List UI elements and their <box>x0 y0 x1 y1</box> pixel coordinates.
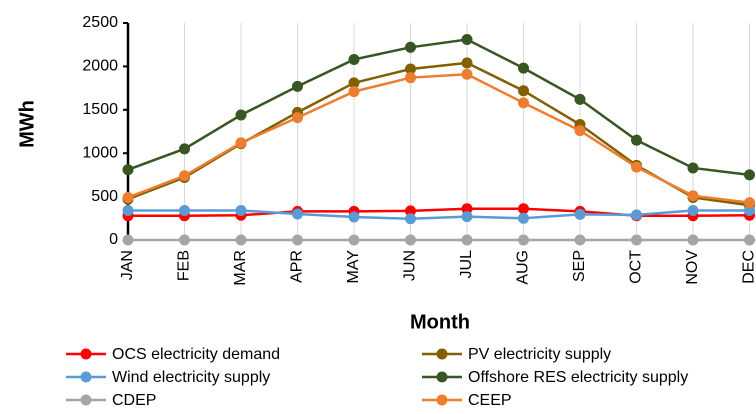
series-line <box>128 209 750 220</box>
y-tick-label: 0 <box>109 231 118 248</box>
series-marker <box>122 234 134 246</box>
series-marker <box>348 86 360 98</box>
legend-label: Offshore RES electricity supply <box>468 369 688 386</box>
y-tick-label: 1000 <box>82 144 118 161</box>
legend-marker <box>436 348 448 360</box>
y-tick-label: 1500 <box>82 101 118 118</box>
series-marker <box>461 203 473 215</box>
series-marker <box>292 80 303 92</box>
x-tick-label: JUL <box>458 250 475 279</box>
series-marker <box>235 204 247 216</box>
series-marker <box>744 197 755 209</box>
series-marker <box>461 57 473 69</box>
legend-marker <box>80 371 92 383</box>
series-marker <box>348 77 360 89</box>
x-tick-label: FEB <box>176 250 193 281</box>
series-marker <box>348 234 360 246</box>
series-marker <box>235 137 247 149</box>
x-tick-label: JUN <box>402 250 419 281</box>
legend-label: Wind electricity supply <box>112 369 270 386</box>
series-marker <box>518 62 529 74</box>
x-tick-label: JAN <box>119 250 136 280</box>
y-axis-title: MWh <box>16 100 38 148</box>
series-marker <box>518 203 529 215</box>
series-marker <box>687 204 699 216</box>
x-tick-label: OCT <box>628 250 645 284</box>
series-marker <box>405 205 416 217</box>
series-marker <box>405 213 416 225</box>
series-marker <box>687 190 699 202</box>
series-marker <box>405 234 416 246</box>
legend-marker <box>436 394 448 406</box>
series-marker <box>744 234 755 246</box>
x-tick-label: DEC <box>741 250 756 284</box>
x-tick-label: MAY <box>345 250 362 284</box>
series-marker <box>405 72 416 84</box>
series-line <box>127 61 750 207</box>
y-tick-label: 500 <box>91 188 118 205</box>
series-marker <box>292 112 303 124</box>
series-marker <box>405 41 416 53</box>
series-marker <box>348 53 360 65</box>
series-marker <box>574 208 586 220</box>
series-marker <box>461 234 473 246</box>
series-marker <box>631 234 642 246</box>
series-marker <box>405 63 416 75</box>
series-marker <box>687 162 699 174</box>
series-marker <box>292 234 303 246</box>
series-marker <box>518 85 529 97</box>
series-marker <box>631 134 642 146</box>
y-tick-label: 2500 <box>82 14 118 31</box>
series-marker <box>744 204 755 216</box>
legend-label: PV electricity supply <box>468 346 611 363</box>
series-marker <box>122 204 134 216</box>
series-marker <box>179 204 190 216</box>
series-line <box>128 207 750 217</box>
series-marker <box>122 164 134 176</box>
series-marker <box>631 161 642 173</box>
series-marker <box>461 68 473 80</box>
series-marker <box>235 234 247 246</box>
series-marker <box>179 234 190 246</box>
series-marker <box>461 33 473 45</box>
series-marker <box>518 234 529 246</box>
x-tick-label: APR <box>289 250 306 283</box>
series-marker <box>348 211 360 223</box>
legend-marker <box>80 348 92 360</box>
series-line <box>127 72 750 204</box>
x-axis-title: Month <box>410 311 470 333</box>
series-marker <box>235 109 247 121</box>
legend-marker <box>80 394 92 406</box>
series-marker <box>574 93 586 105</box>
x-tick-label: NOV <box>684 250 701 285</box>
series-marker <box>122 191 134 203</box>
x-tick-label: MAR <box>232 250 249 286</box>
legend-label: CEEP <box>468 392 512 409</box>
series-marker <box>461 211 473 223</box>
y-tick-label: 2000 <box>82 58 118 75</box>
series-marker <box>292 208 303 220</box>
series-marker <box>179 143 190 155</box>
x-tick-label: AUG <box>515 250 532 285</box>
series-marker <box>518 97 529 109</box>
series-marker <box>518 212 529 224</box>
x-tick-label: SEP <box>571 250 588 282</box>
legend-marker <box>436 371 448 383</box>
legend-label: OCS electricity demand <box>112 346 280 363</box>
series-marker <box>574 125 586 137</box>
series-marker <box>744 169 755 181</box>
series-line <box>127 38 750 177</box>
legend-label: CDEP <box>112 392 156 409</box>
series-marker <box>631 209 642 221</box>
series-marker <box>179 170 190 182</box>
series-marker <box>574 234 586 246</box>
series-marker <box>687 234 699 246</box>
